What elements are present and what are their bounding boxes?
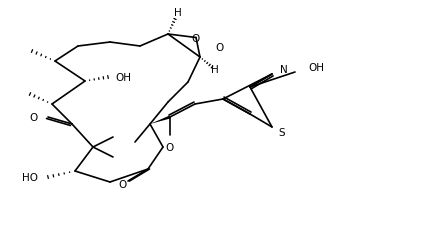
Text: O: O	[30, 112, 38, 122]
Text: O: O	[192, 33, 200, 43]
Text: O: O	[118, 179, 126, 189]
Text: N: N	[280, 65, 288, 75]
Text: O: O	[215, 43, 223, 53]
Text: O: O	[165, 142, 173, 152]
Text: OH: OH	[115, 73, 131, 83]
Text: H: H	[174, 8, 182, 18]
Text: HO: HO	[22, 172, 38, 182]
Text: S: S	[278, 128, 285, 137]
Text: H: H	[211, 65, 219, 75]
Polygon shape	[150, 116, 171, 125]
Text: OH: OH	[308, 63, 324, 73]
